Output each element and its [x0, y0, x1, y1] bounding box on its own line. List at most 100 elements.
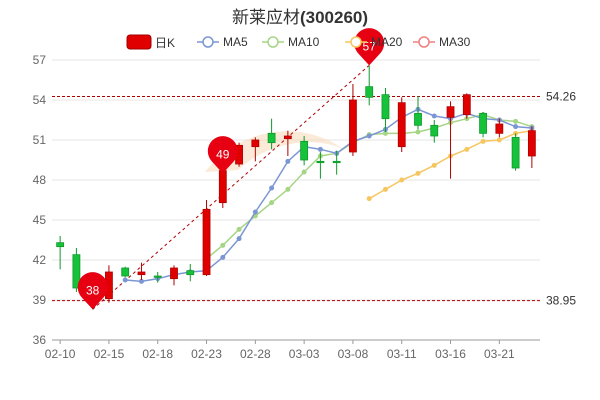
- y-tick-label: 48: [33, 173, 47, 187]
- ma10-point: [236, 226, 242, 232]
- candle-body: [267, 132, 276, 144]
- ma20-point: [382, 186, 388, 192]
- candle-body: [218, 170, 227, 204]
- candle: [300, 136, 309, 166]
- chart-title: 新莱应材(300260): [0, 3, 600, 28]
- candle-body: [511, 136, 520, 169]
- candle-body: [414, 112, 422, 126]
- x-tick-label: 03-21: [484, 347, 515, 361]
- x-tick-label: 03-11: [387, 347, 417, 361]
- ma5-point: [138, 278, 144, 284]
- candle: [283, 130, 292, 156]
- candle: [332, 150, 341, 175]
- legend: 日K MA5 MA10 MA20 MA30: [126, 34, 471, 50]
- ma10-point: [285, 186, 291, 192]
- candle: [251, 137, 260, 162]
- legend-label: MA30: [439, 35, 471, 49]
- pin-label: 57: [363, 39, 377, 53]
- candle: [479, 112, 487, 138]
- legend-label: MA10: [288, 35, 320, 49]
- x-tick-label: 02-23: [191, 347, 222, 361]
- ma5-series: [122, 106, 535, 284]
- candle: [527, 126, 536, 168]
- y-tick-label: 39: [33, 293, 47, 307]
- ma20-point: [415, 170, 421, 176]
- legend-item: MA5: [197, 35, 248, 49]
- x-tick-label: 03-16: [435, 347, 466, 361]
- legend-item: MA10: [262, 35, 320, 49]
- pin-shape: [354, 28, 385, 66]
- ma5-point: [236, 236, 242, 242]
- legend-item: 日K: [126, 34, 175, 50]
- candle-body: [56, 242, 65, 248]
- candle: [121, 266, 130, 278]
- candle: [56, 236, 65, 270]
- legend-label: MA5: [223, 35, 248, 49]
- candle: [381, 88, 390, 132]
- candle: [511, 133, 520, 171]
- candle-body: [186, 270, 195, 276]
- candle: [430, 120, 439, 143]
- candle: [72, 248, 81, 292]
- candle-body: [365, 86, 374, 98]
- ma5-point: [285, 158, 291, 164]
- y-tick-label: 42: [33, 253, 47, 267]
- price-pin: 57: [354, 28, 385, 66]
- legend-swatch: [126, 34, 152, 50]
- candle: [153, 272, 162, 283]
- x-tick-label: 02-15: [94, 347, 125, 361]
- stock-name: 新莱应材: [231, 8, 300, 27]
- ma10-point: [415, 129, 421, 135]
- candle: [495, 118, 504, 138]
- legend-item: MA30: [413, 35, 471, 49]
- candle: [462, 93, 471, 119]
- ma10-point: [269, 200, 275, 206]
- candle-body: [300, 140, 309, 161]
- candle-body: [121, 267, 130, 277]
- legend-circle-swatch: [350, 36, 362, 48]
- ma20-point: [366, 196, 372, 202]
- candle-body: [462, 94, 471, 116]
- candle-body: [349, 99, 357, 153]
- legend-label: 日K: [155, 36, 175, 50]
- x-tick-label: 02-10: [45, 347, 76, 361]
- candle: [349, 84, 357, 156]
- candle: [202, 200, 211, 276]
- candle: [414, 96, 422, 130]
- legend-circle-swatch: [267, 36, 279, 48]
- candle-body: [381, 94, 390, 120]
- ma20-point: [480, 138, 486, 144]
- price-pin: 38: [77, 272, 108, 310]
- ma20-point: [464, 146, 470, 152]
- candle-body: [283, 135, 292, 140]
- ma5-point: [366, 133, 372, 139]
- y-tick-label: 36: [33, 333, 47, 347]
- candle: [267, 118, 276, 150]
- candle-body: [495, 123, 504, 134]
- x-tick-label: 03-08: [338, 347, 369, 361]
- candle-body: [479, 112, 487, 134]
- price-level-label: 38.95: [546, 294, 576, 308]
- trend-line: [92, 64, 370, 310]
- x-tick-label: 02-28: [240, 347, 271, 361]
- legend-circle-swatch: [418, 36, 430, 48]
- ma10-point: [301, 169, 307, 175]
- stock-code: (300260): [299, 8, 369, 27]
- price-level-label: 54.26: [546, 90, 576, 104]
- y-tick-label: 54: [33, 93, 47, 107]
- candle-body: [397, 102, 406, 148]
- candle-body: [446, 106, 455, 118]
- x-tick-label: 03-03: [289, 347, 320, 361]
- price-pin: 49: [207, 136, 238, 174]
- candle-body: [202, 208, 211, 276]
- candle-body: [430, 124, 439, 137]
- legend-item: MA20: [345, 35, 403, 49]
- candle-body: [332, 160, 341, 164]
- y-tick-label: 57: [33, 53, 47, 67]
- ma5-point: [317, 146, 323, 152]
- candle-body: [316, 160, 325, 164]
- pin-label: 38: [86, 283, 100, 297]
- candle-body: [72, 254, 81, 289]
